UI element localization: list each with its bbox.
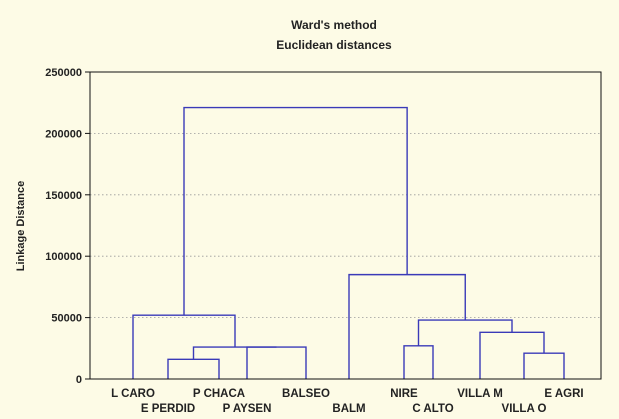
leaf-label: P AYSEN [223,403,272,415]
leaf-label: VILLA O [502,403,547,415]
leaf-label: E AGRI [544,388,583,400]
leaf-label: BALM [332,403,365,415]
y-tick-label: 50000 [51,313,82,325]
dendrogram-link [183,106,408,316]
grid-lines [90,132,601,319]
dendrogram-link [348,273,466,379]
leaf-label: NIRE [390,388,418,400]
plot-frame [89,71,602,380]
leaf-label: VILLA M [457,388,503,400]
dendrogram-link [479,331,545,379]
dendrogram-link [403,345,434,379]
y-tick-label: 150000 [45,190,82,202]
leaf-label: BALSEO [282,388,330,400]
chart-subtitle: Euclidean distances [276,38,392,52]
leaf-label: C ALTO [412,403,453,415]
y-tick-label: 0 [76,374,82,386]
leaf-label: P CHACA [193,388,245,400]
y-tick-label: 250000 [45,67,82,79]
dendrogram-link [523,352,565,379]
leaf-label: E PERDID [141,403,195,415]
dendrogram-link [246,346,307,379]
dendrogram-link [167,358,220,379]
y-axis-ticks: 0 50000 100000 150000 200000 250000 [45,67,90,386]
y-axis-label: Linkage Distance [15,181,27,271]
chart-title: Ward's method [291,18,377,32]
dendrogram-links [132,106,565,379]
y-tick-label: 200000 [45,128,82,140]
y-tick-label: 100000 [45,251,82,263]
dendrogram-link [192,346,277,360]
leaf-label: L CARO [111,388,155,400]
